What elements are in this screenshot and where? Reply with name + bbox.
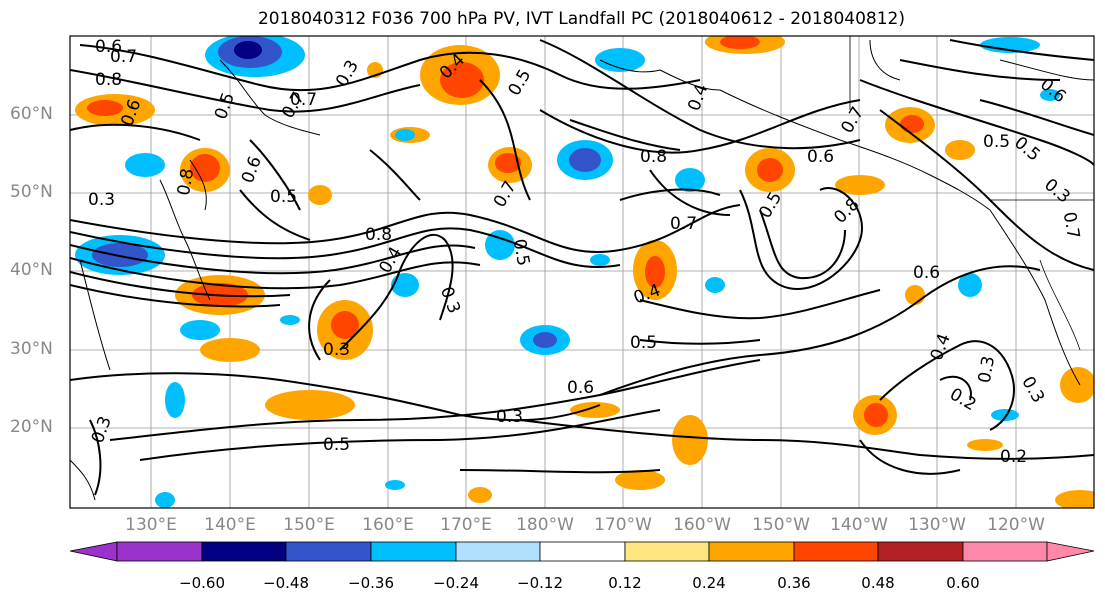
- lon-label-170w: 170°W: [594, 515, 652, 535]
- contour-label: 0.5: [630, 333, 657, 353]
- lat-label-30n: 30°N: [10, 339, 53, 359]
- colorbar-tick-label: 0.60: [946, 574, 980, 592]
- contour-label: 0.2: [1000, 447, 1027, 467]
- contour-label: 0.8: [640, 147, 667, 167]
- colorbar-tick-label: 0.12: [608, 574, 642, 592]
- colorbar-tick-label: −0.48: [263, 574, 309, 592]
- contour-label: 0.8: [95, 70, 122, 90]
- lat-label-60n: 60°N: [10, 104, 53, 124]
- contour-label: 0.7: [1059, 210, 1083, 240]
- lon-label-120w: 120°W: [987, 515, 1045, 535]
- lon-label-170e: 170°E: [440, 515, 492, 535]
- chart-title: 2018040312 F036 700 hPa PV, IVT Landfall…: [257, 9, 905, 29]
- contour-label: 0.7: [110, 47, 137, 67]
- contour-label: 0.5: [983, 132, 1010, 152]
- colorbar-tick-label: 0.36: [777, 574, 811, 592]
- contour-label: 0.8: [365, 225, 392, 245]
- contour-label: 0.8: [174, 167, 198, 197]
- lon-label-150e: 150°E: [283, 515, 335, 535]
- contour-label: 0.6: [807, 147, 834, 167]
- colorbar-tick-label: −0.12: [517, 574, 563, 592]
- country-borders: [849, 36, 1094, 351]
- plot-frame: [69, 35, 1095, 509]
- contour-label: 0.5: [270, 187, 297, 207]
- colorbar: [69, 541, 1095, 562]
- contour-label: 0.3: [88, 190, 115, 210]
- lon-label-160w: 160°W: [673, 515, 731, 535]
- lon-label-160e: 160°E: [362, 515, 414, 535]
- lon-label-130w: 130°W: [908, 515, 966, 535]
- contour-label: 0.6: [567, 378, 594, 398]
- colorbar-tick-label: 0.24: [692, 574, 726, 592]
- lat-label-20n: 20°N: [10, 417, 53, 437]
- contour-label: 0.5: [509, 237, 533, 267]
- colorbar-tick-label: −0.36: [348, 574, 394, 592]
- contour-label: 0.7: [670, 214, 697, 234]
- lat-label-40n: 40°N: [10, 260, 53, 280]
- lon-label-150w: 150°W: [752, 515, 810, 535]
- colorbar-tick-label: −0.24: [433, 574, 479, 592]
- contour-label: 0.3: [496, 407, 523, 427]
- colorbar-tick-label: −0.60: [179, 574, 225, 592]
- pv-contours: [70, 39, 1094, 496]
- colorbar-min-extension: [69, 541, 118, 562]
- contour-label: 0.7: [290, 90, 317, 110]
- ivt-negative-fills: [75, 36, 1060, 508]
- lon-label-140e: 140°E: [204, 515, 256, 535]
- contour-label: 0.5: [323, 435, 350, 455]
- coastlines: [70, 39, 1094, 501]
- lon-label-130e: 130°E: [125, 515, 177, 535]
- colorbar-tick-label: 0.48: [861, 574, 895, 592]
- lon-label-140w: 140°W: [830, 515, 888, 535]
- lat-label-50n: 50°N: [10, 182, 53, 202]
- contour-label: 0.3: [323, 340, 350, 360]
- contour-label: 0.6: [913, 263, 940, 283]
- contour-label-layer: 0.6 0.7 0.8 0.6 0.5 0.7 0.3 0.4 0.5 0.3 …: [88, 37, 1083, 467]
- colorbar-max-extension: [1046, 541, 1095, 562]
- contour-label: 0.6: [95, 37, 122, 57]
- contour-label: 0.3: [975, 355, 999, 385]
- lon-label-180w: 180°W: [516, 515, 574, 535]
